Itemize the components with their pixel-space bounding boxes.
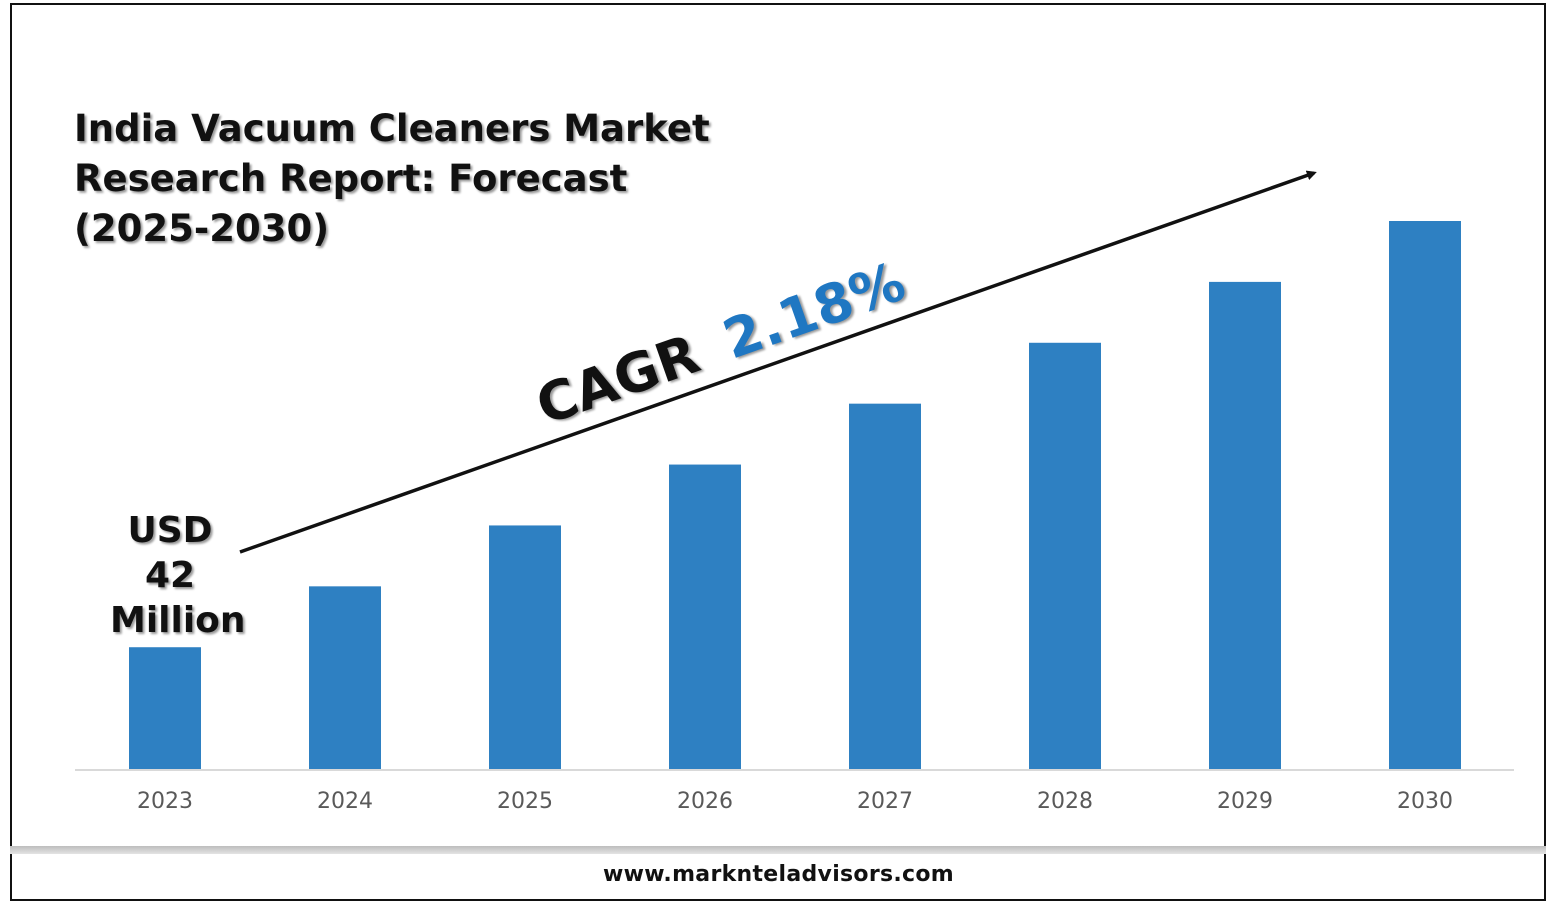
value-line-3: Million — [110, 600, 246, 641]
title-line-2: Research Report: Forecast — [74, 157, 628, 200]
bar-2023 — [129, 647, 201, 769]
bar-2026 — [669, 464, 741, 769]
bar-2028 — [1029, 342, 1101, 769]
bar-2024 — [309, 586, 381, 769]
bar-2030 — [1389, 221, 1461, 769]
cagr-value: 2.18% — [715, 250, 913, 372]
x-tick-2028: 2028 — [1037, 789, 1093, 814]
x-tick-2029: 2029 — [1217, 789, 1273, 814]
start-value-label: USD 42 Million — [110, 508, 246, 643]
bar-2025 — [489, 525, 561, 769]
value-line-2: 42 — [144, 555, 196, 596]
value-line-1: USD — [127, 510, 213, 551]
x-tick-2030: 2030 — [1397, 789, 1453, 814]
x-tick-2023: 2023 — [137, 789, 193, 814]
title-line-3: (2025-2030) — [74, 207, 330, 250]
title-line-1: India Vacuum Cleaners Market — [74, 107, 710, 150]
x-tick-2027: 2027 — [857, 789, 913, 814]
bar-2027 — [849, 403, 921, 769]
footer-divider — [10, 846, 1546, 854]
footer-url: www.marknteladvisors.com — [602, 862, 955, 887]
x-tick-2024: 2024 — [317, 789, 373, 814]
growth-arrow — [239, 170, 1317, 554]
chart-title: India Vacuum Cleaners Market Research Re… — [74, 104, 710, 254]
x-tick-2025: 2025 — [497, 789, 553, 814]
outer-frame — [10, 3, 1546, 901]
bar-2029 — [1209, 281, 1281, 769]
x-tick-2026: 2026 — [677, 789, 733, 814]
